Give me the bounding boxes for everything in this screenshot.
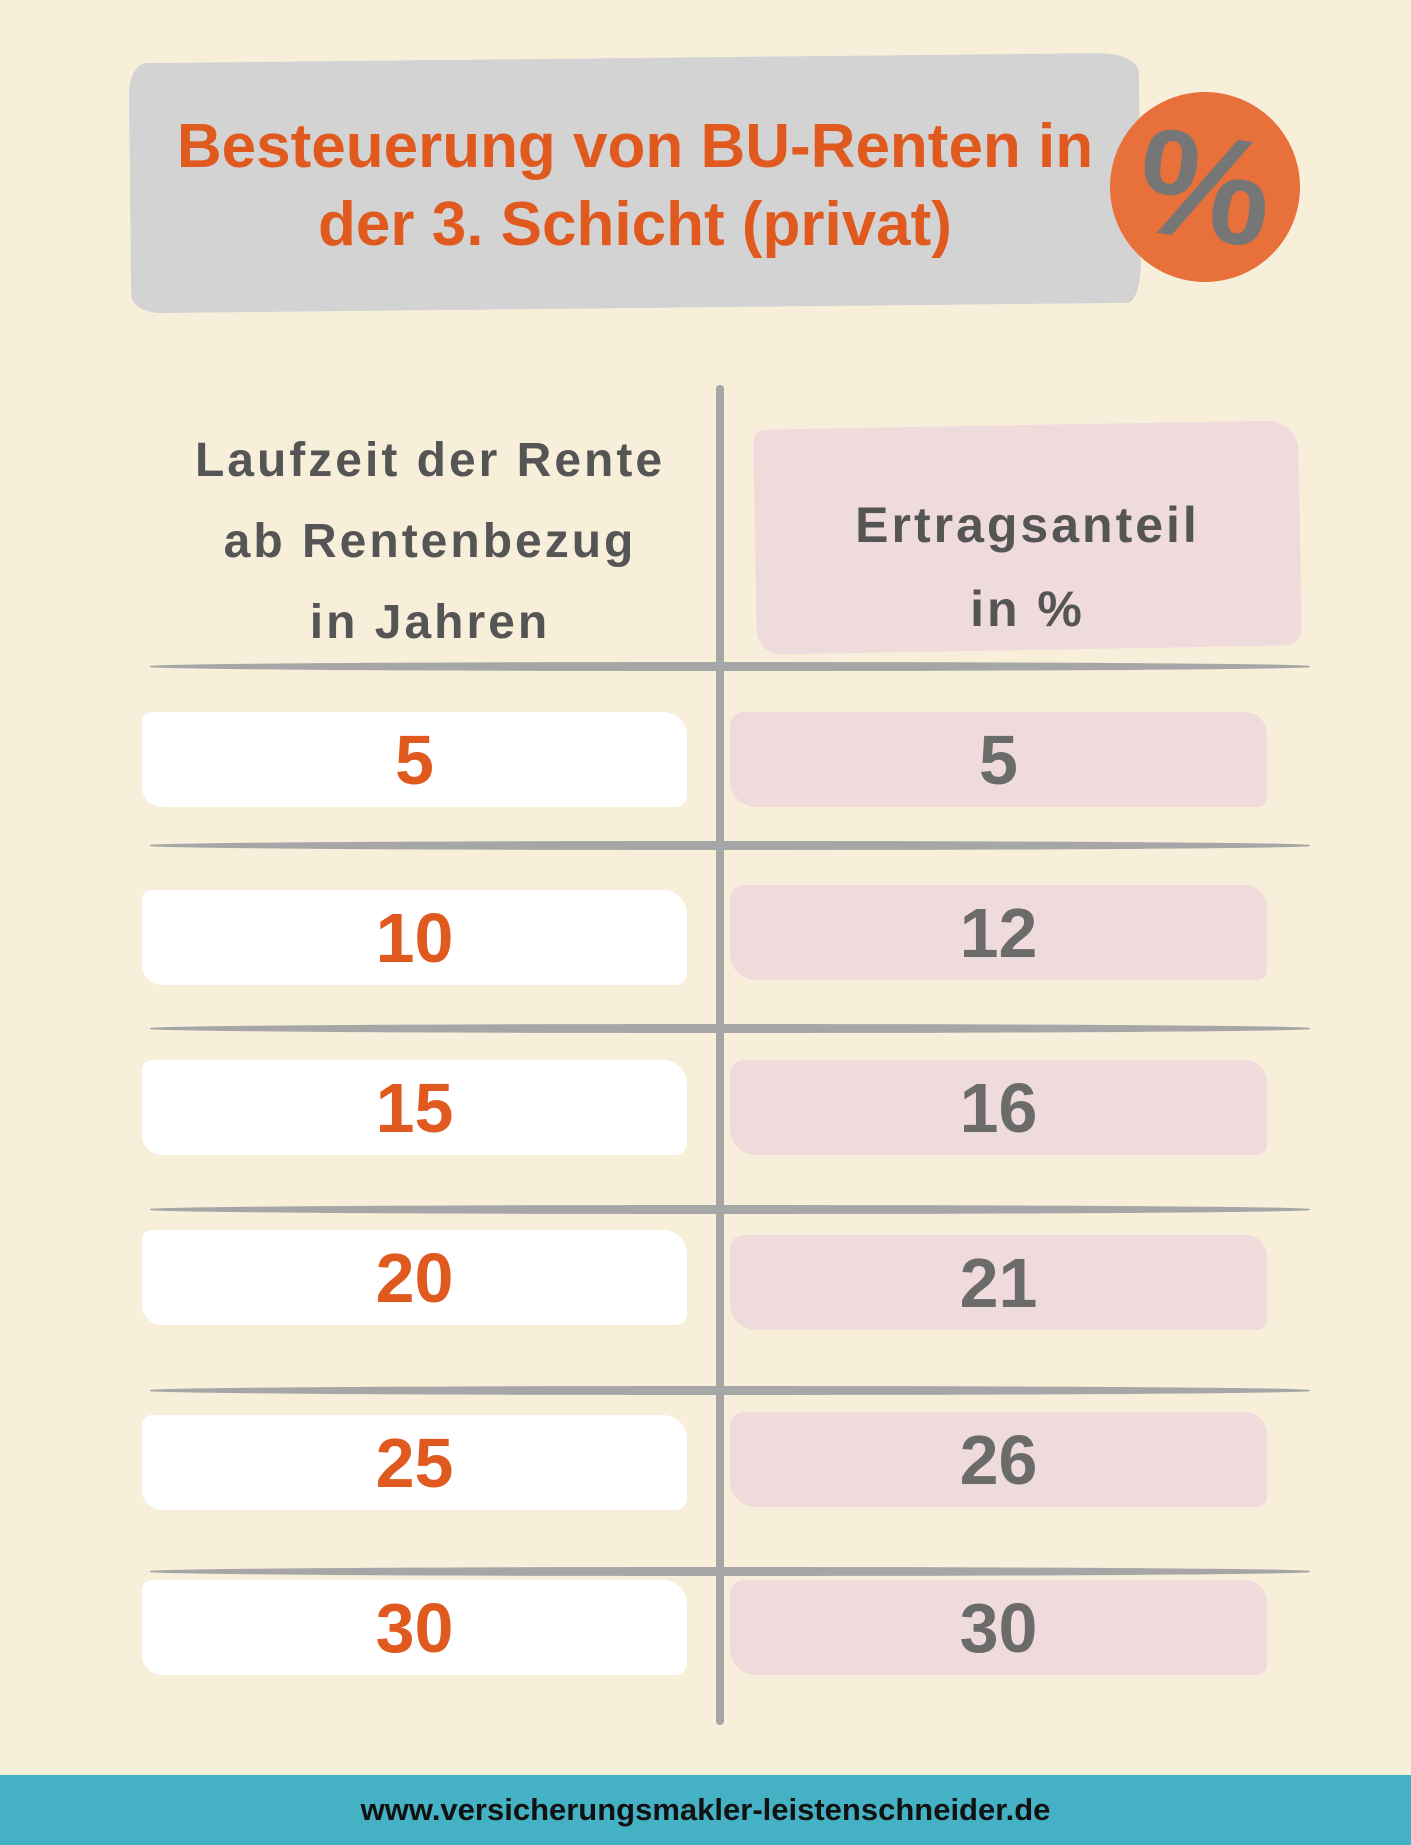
header-ertragsanteil-line-1: Ertragsanteil xyxy=(855,497,1200,553)
header-laufzeit-line-3: in Jahren xyxy=(309,596,551,649)
ertragsanteil-cell: 12 xyxy=(730,885,1267,980)
ertragsanteil-cell: 26 xyxy=(730,1412,1267,1507)
ertragsanteil-cell: 21 xyxy=(730,1235,1267,1330)
page-title: Besteuerung von BU-Renten in der 3. Schi… xyxy=(130,108,1140,264)
header-laufzeit-line-2: ab Rentenbezug xyxy=(223,515,637,568)
laufzeit-cell: 25 xyxy=(142,1415,687,1510)
laufzeit-cell: 10 xyxy=(142,890,687,985)
header-laufzeit-line-1: Laufzeit der Rente xyxy=(194,434,666,487)
header-ertragsanteil-line-2: in % xyxy=(970,581,1085,637)
row-divider xyxy=(150,1205,1310,1214)
percent-badge xyxy=(1110,92,1300,282)
footer: www.versicherungsmakler-leistenschneider… xyxy=(0,1775,1411,1845)
row-divider xyxy=(150,1386,1310,1395)
row-divider xyxy=(150,1567,1310,1576)
ertragsanteil-cell: 30 xyxy=(730,1580,1267,1675)
laufzeit-cell: 30 xyxy=(142,1580,687,1675)
ertragsanteil-cell: 16 xyxy=(730,1060,1267,1155)
header-laufzeit: Laufzeit der Rente ab Rentenbezug in Jah… xyxy=(150,420,710,663)
ertragsanteil-cell: 5 xyxy=(730,712,1267,807)
header-ertragsanteil: Ertragsanteil in % xyxy=(755,483,1300,651)
laufzeit-cell: 20 xyxy=(142,1230,687,1325)
title-line-2: der 3. Schicht (privat) xyxy=(318,190,952,259)
row-divider xyxy=(150,1024,1310,1033)
column-divider xyxy=(716,385,724,1725)
footer-url[interactable]: www.versicherungsmakler-leistenschneider… xyxy=(360,1792,1051,1827)
row-divider xyxy=(150,841,1310,850)
laufzeit-cell: 5 xyxy=(142,712,687,807)
row-divider xyxy=(150,662,1310,671)
percent-icon: % xyxy=(1127,94,1283,279)
laufzeit-cell: 15 xyxy=(142,1060,687,1155)
title-line-1: Besteuerung von BU-Renten in xyxy=(176,112,1094,181)
